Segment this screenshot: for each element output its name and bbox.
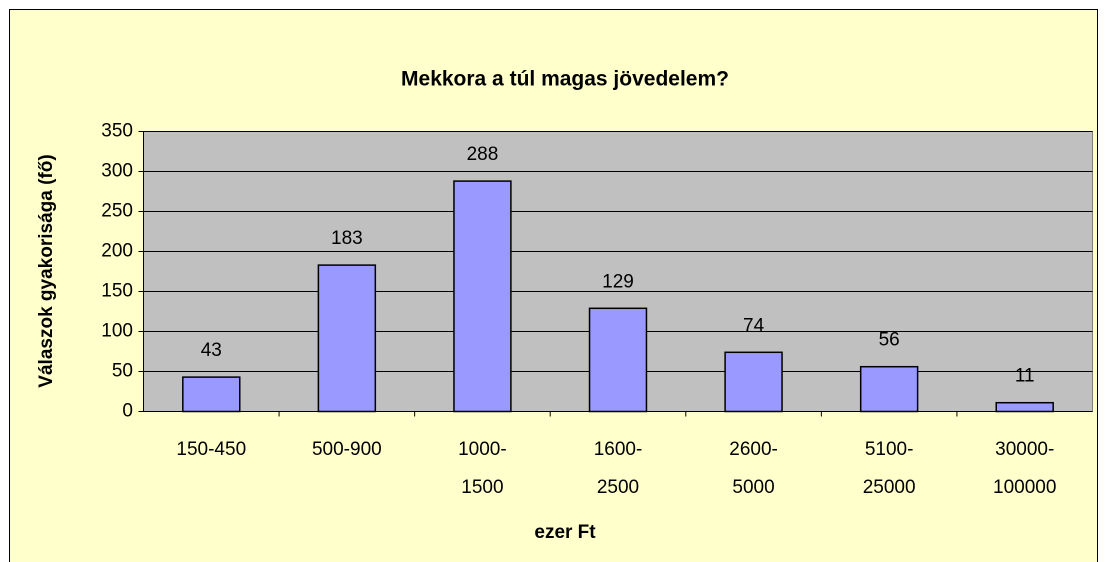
- x-tick-label: 500-900: [312, 439, 382, 460]
- y-tick-label: 100: [101, 321, 133, 342]
- y-tick-label: 50: [112, 361, 133, 382]
- y-axis-title: Válaszok gyakorisága (fő): [36, 154, 57, 387]
- value-label: 183: [331, 228, 363, 249]
- x-tick-label: 1600-2500: [594, 439, 643, 498]
- value-label: 288: [467, 144, 499, 165]
- y-tick-label: 250: [101, 201, 133, 222]
- y-tick-label: 0: [122, 401, 133, 422]
- y-tick-label: 300: [101, 161, 133, 182]
- bar: [317, 264, 377, 413]
- bar: [859, 365, 919, 413]
- bar: [182, 376, 241, 413]
- y-tick-label: 350: [101, 121, 133, 142]
- value-label: 43: [201, 340, 222, 361]
- chart-title: Mekkora a túl magas jövedelem?: [401, 68, 729, 91]
- x-tick-label: 150-450: [176, 439, 246, 460]
- bar: [995, 401, 1054, 413]
- bar: [588, 307, 648, 413]
- x-axis-title: ezer Ft: [534, 522, 596, 543]
- value-label: 56: [879, 330, 900, 351]
- x-tick-label: 2600-5000: [729, 439, 778, 498]
- bar: [724, 351, 783, 413]
- x-tick-label: 5100-25000: [863, 439, 916, 498]
- y-tick-label: 150: [101, 281, 133, 302]
- y-tick-label: 200: [101, 241, 133, 262]
- value-label: 11: [1015, 366, 1035, 387]
- value-label: 129: [602, 271, 634, 292]
- x-tick-label: 1000-1500: [458, 439, 507, 498]
- bar: [453, 180, 512, 413]
- x-tick-label: 30000-100000: [993, 439, 1056, 498]
- value-label: 74: [743, 315, 765, 336]
